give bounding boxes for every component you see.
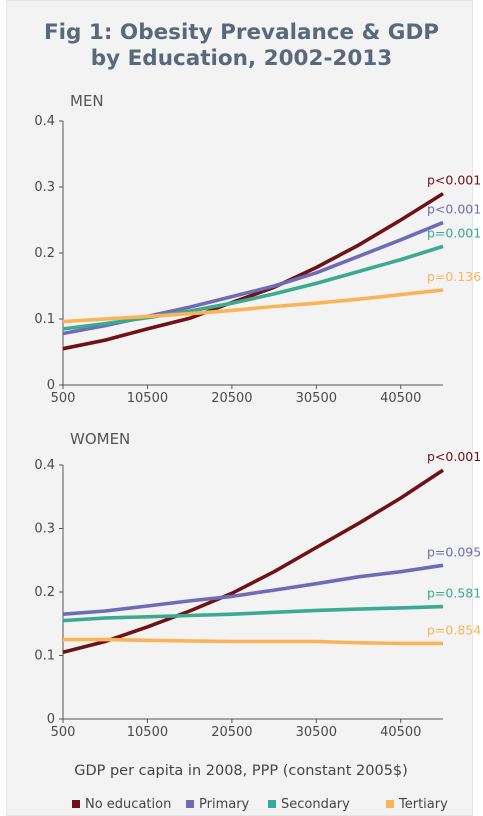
legend-label: Secondary	[281, 797, 350, 812]
p-value-label: p<0.001	[427, 202, 481, 217]
figure-title: Fig 1: Obesity Prevalance & GDP by Educa…	[0, 20, 483, 72]
p-value-label: p<0.001	[427, 173, 481, 188]
x-axis-label: GDP per capita in 2008, PPP (constant 20…	[74, 763, 408, 779]
series-line-no-education	[62, 192, 444, 351]
panel-title-men: MEN	[70, 92, 104, 110]
series-line-primary	[62, 563, 444, 616]
p-value-label: p=0.854	[427, 622, 481, 637]
x-tick-label: 30500	[296, 725, 337, 740]
p-value-label: p=0.001	[427, 225, 481, 240]
p-value-label: p=0.136	[427, 269, 481, 284]
y-tick-label: 0.2	[34, 585, 55, 600]
series-line-secondary	[62, 244, 444, 331]
y-tick-label: 0.3	[34, 180, 55, 195]
x-tick-label: 20500	[211, 725, 252, 740]
p-value-label: p<0.001	[427, 449, 481, 464]
x-tick-label: 500	[51, 725, 76, 740]
x-tick-label: 500	[51, 391, 76, 406]
legend-label: Tertiary	[398, 797, 448, 812]
legend-label: No education	[85, 797, 171, 812]
legend-swatch-secondary	[268, 800, 276, 808]
y-tick-label: 0	[47, 378, 55, 393]
panel-title-women: WOMEN	[70, 430, 130, 448]
x-tick-label: 30500	[296, 391, 337, 406]
series-line-secondary	[62, 604, 444, 623]
figure-frame	[6, 0, 473, 816]
series-line-tertiary	[63, 637, 443, 646]
title-line-2: by Education, 2002-2013	[90, 46, 393, 71]
legend-label: Primary	[199, 797, 250, 812]
p-value-label: p=0.581	[427, 586, 481, 601]
y-tick-label: 0.1	[34, 312, 55, 327]
series-line-no-education	[62, 468, 444, 655]
legend-swatch-tertiary	[386, 800, 394, 808]
y-tick-label: 0.3	[34, 522, 55, 537]
y-tick-label: 0.2	[34, 246, 55, 261]
x-tick-label: 10500	[127, 725, 168, 740]
x-tick-label: 40500	[380, 725, 421, 740]
x-tick-label: 10500	[127, 391, 168, 406]
series-line-tertiary	[62, 288, 444, 324]
x-tick-label: 20500	[211, 391, 252, 406]
legend-swatch-primary	[186, 800, 194, 808]
y-tick-label: 0	[47, 712, 55, 727]
p-value-label: p=0.095	[427, 544, 481, 559]
title-line-1: Fig 1: Obesity Prevalance & GDP	[43, 20, 440, 45]
y-tick-label: 0.1	[34, 649, 55, 664]
legend-swatch-no-education	[72, 800, 80, 808]
x-tick-label: 40500	[380, 391, 421, 406]
y-tick-label: 0.4	[34, 458, 55, 473]
y-tick-label: 0.4	[34, 114, 55, 129]
